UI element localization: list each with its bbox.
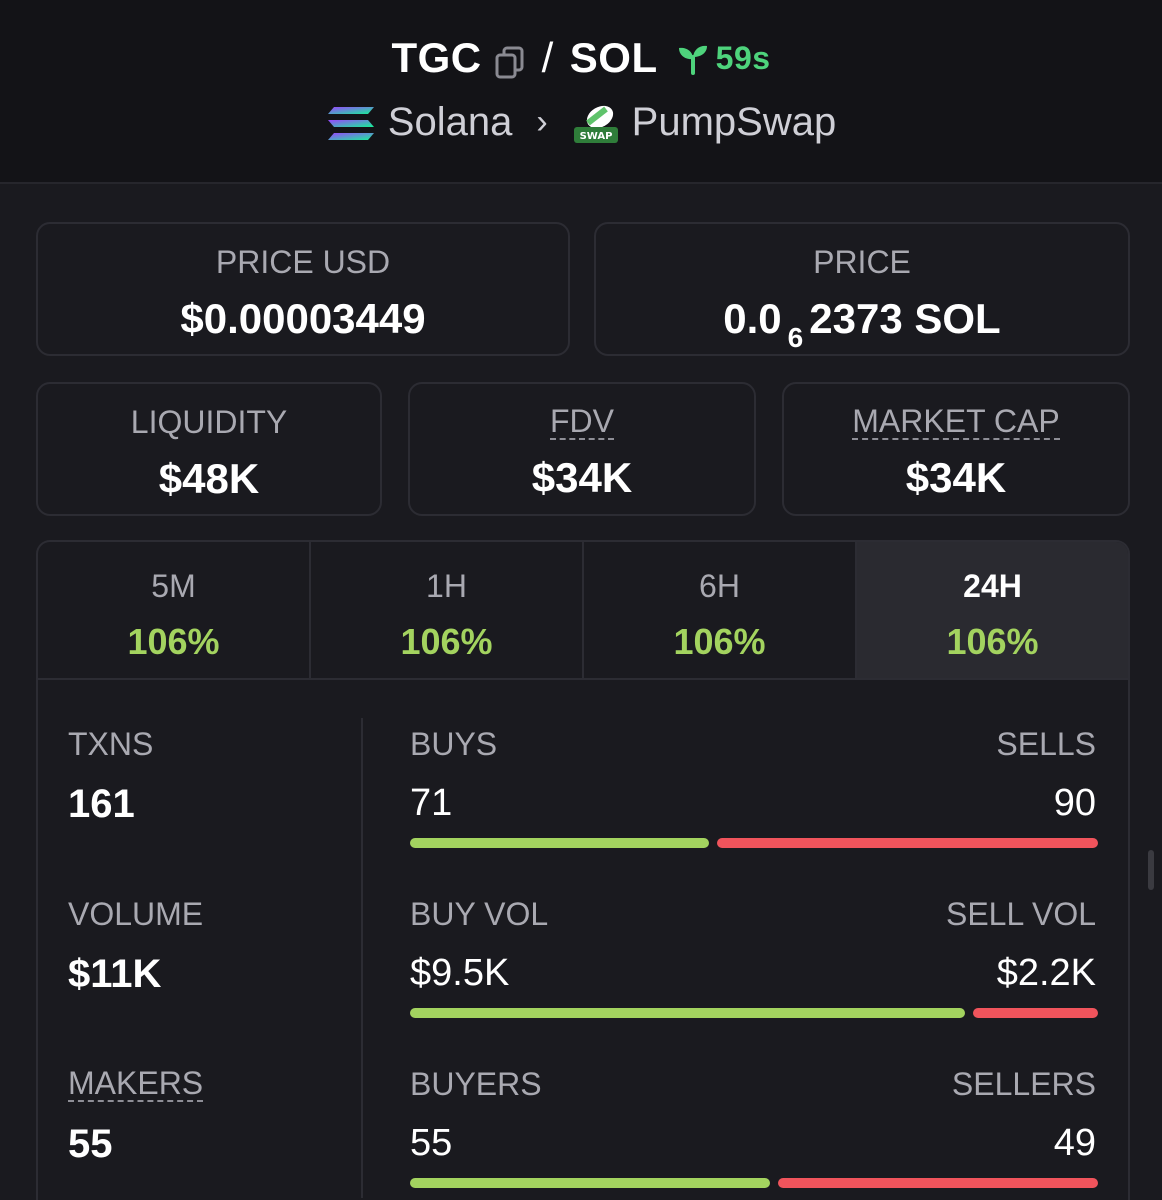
tab-24h[interactable]: 24H 106% — [857, 542, 1128, 680]
buyers-bar — [410, 1178, 770, 1188]
sprout-icon — [678, 45, 707, 75]
pair-age: 59s — [676, 40, 771, 77]
tab-label: 1H — [426, 568, 467, 604]
volume-value: $11K — [68, 952, 162, 996]
solana-icon — [326, 103, 376, 143]
price-native-subscript: 6 — [787, 322, 804, 353]
price-usd-label: PRICE USD — [215, 244, 391, 280]
buys-label: BUYS — [410, 726, 498, 762]
tab-change: 106% — [127, 621, 220, 662]
fdv-value: $34K — [531, 454, 633, 501]
sell-vol-value: $2.2K — [996, 952, 1096, 994]
buys-bar — [410, 838, 709, 848]
tab-change: 106% — [400, 621, 493, 662]
transaction-stats: TXNS 161 VOLUME $11K MAKERS 55 BUYS SELL… — [36, 678, 1130, 1200]
market-cap-label[interactable]: MARKET CAP — [852, 403, 1060, 440]
buy-vol-label: BUY VOL — [410, 896, 549, 932]
chain-breadcrumb: Solana › SWAP PumpSwap — [0, 100, 1162, 145]
makers-value: 55 — [68, 1122, 113, 1166]
tab-1h[interactable]: 1H 106% — [311, 542, 584, 680]
market-cap-value: $34K — [905, 454, 1007, 501]
buyers-label: BUYERS — [410, 1066, 542, 1102]
scrollbar[interactable] — [1148, 850, 1154, 890]
quote-token-symbol: SOL — [569, 34, 658, 81]
tab-5m[interactable]: 5M 106% — [38, 542, 311, 680]
sells-label: SELLS — [996, 726, 1096, 762]
timeframe-tabs: 5M 106% 1H 106% 6H 106% 24H 106% — [36, 540, 1130, 680]
makers-label[interactable]: MAKERS — [68, 1065, 204, 1102]
pumpswap-logo: SWAP — [572, 101, 620, 145]
buy-vol-value: $9.5K — [410, 952, 510, 994]
sell-vol-label: SELL VOL — [945, 896, 1096, 932]
copy-icon[interactable] — [494, 41, 526, 79]
buyers-value: 55 — [410, 1122, 453, 1164]
sells-bar — [717, 838, 1098, 848]
tab-6h[interactable]: 6H 106% — [584, 542, 857, 680]
base-token-symbol: TGC — [391, 34, 482, 81]
price-usd-card: PRICE USD $0.00003449 — [36, 222, 570, 356]
liquidity-value: $48K — [158, 455, 260, 502]
fdv-label[interactable]: FDV — [550, 403, 614, 440]
tab-label: 6H — [699, 568, 740, 604]
price-native-prefix: 0.0 — [723, 295, 782, 342]
pair-title: TGC / SOL 59s — [0, 34, 1162, 82]
stats-divider — [361, 718, 363, 1198]
pair-age-value: 59s — [715, 39, 771, 76]
price-native-value: 0.0 6 2373 SOL — [596, 295, 1128, 353]
txns-label: TXNS — [68, 726, 154, 762]
price-usd-value: $0.00003449 — [180, 295, 426, 342]
fdv-card[interactable]: FDV $34K — [408, 382, 756, 516]
pair-separator: / — [541, 34, 554, 81]
tab-label: 24H — [963, 568, 1022, 604]
tab-change: 106% — [673, 621, 766, 662]
price-native-suffix: 2373 SOL — [809, 295, 1001, 342]
liquidity-label: LIQUIDITY — [130, 404, 288, 440]
chevron-right-icon: › — [536, 103, 548, 141]
dex-name[interactable]: PumpSwap — [631, 100, 837, 144]
sellers-bar — [778, 1178, 1098, 1188]
market-cap-card[interactable]: MARKET CAP $34K — [782, 382, 1130, 516]
buy-vol-bar — [410, 1008, 965, 1018]
pumpswap-logo-text: SWAP — [579, 131, 612, 142]
tab-change: 106% — [946, 621, 1039, 662]
price-native-card: PRICE 0.0 6 2373 SOL — [594, 222, 1130, 356]
tab-label: 5M — [151, 568, 196, 604]
chain-name[interactable]: Solana — [387, 100, 513, 144]
liquidity-card: LIQUIDITY $48K — [36, 382, 382, 516]
buys-value: 71 — [410, 782, 453, 824]
price-native-label: PRICE — [813, 244, 911, 280]
sell-vol-bar — [973, 1008, 1098, 1018]
txns-value: 161 — [68, 782, 135, 826]
sellers-label: SELLERS — [951, 1066, 1096, 1102]
volume-label: VOLUME — [68, 896, 204, 932]
sellers-value: 49 — [1053, 1122, 1096, 1164]
sells-value: 90 — [1053, 782, 1096, 824]
pair-header: TGC / SOL 59s — [0, 0, 1162, 184]
